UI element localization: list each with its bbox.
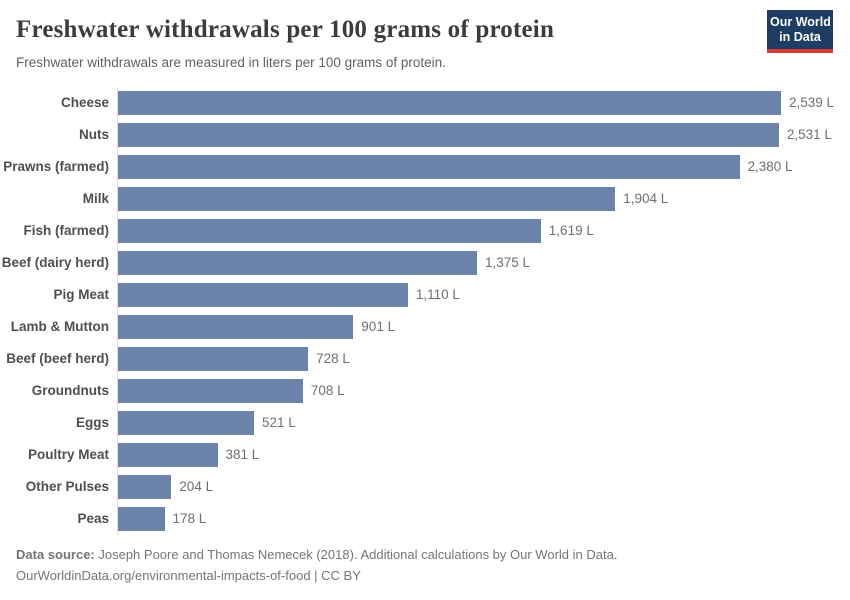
- bar[interactable]: [118, 506, 165, 531]
- bar-value-label: 381 L: [225, 447, 260, 462]
- data-source-label: Data source:: [16, 547, 95, 562]
- bar-value-label: 708 L: [310, 383, 345, 398]
- chart-subtitle: Freshwater withdrawals are measured in l…: [16, 54, 446, 70]
- bar-value-label: 1,375 L: [485, 255, 531, 270]
- owid-link[interactable]: OurWorldinData.org/environmental-impacts…: [16, 568, 361, 583]
- bar[interactable]: [118, 154, 740, 179]
- bar-category-label: Beef (beef herd): [6, 351, 109, 366]
- bar-row: Pig Meat 1,110 L: [0, 278, 850, 311]
- bar-category-label: Cheese: [60, 95, 109, 110]
- bar-track: 901 L: [117, 310, 850, 343]
- bar-row: Other Pulses 204 L: [0, 470, 850, 503]
- bar-track: 708 L: [117, 374, 850, 407]
- bar[interactable]: [118, 314, 354, 339]
- bar-value-label: 1,619 L: [548, 223, 594, 238]
- bar[interactable]: [118, 378, 303, 403]
- bar-row: Fish (farmed) 1,619 L: [0, 214, 850, 247]
- bar-category-label: Groundnuts: [31, 383, 109, 398]
- bar-track: 381 L: [117, 438, 850, 471]
- bar-category-label: Fish (farmed): [23, 223, 109, 238]
- bar-value-label: 1,110 L: [415, 287, 460, 302]
- bar[interactable]: [118, 474, 172, 499]
- bar-track: 2,539 L: [117, 86, 850, 119]
- bar-row: Poultry Meat 381 L: [0, 438, 850, 471]
- bar-track: 728 L: [117, 342, 850, 375]
- bar-track: 204 L: [117, 470, 850, 503]
- bar-track: 521 L: [117, 406, 850, 439]
- bar-value-label: 204 L: [179, 479, 214, 494]
- bar-row: Prawns (farmed) 2,380 L: [0, 150, 850, 183]
- bar-row: Groundnuts 708 L: [0, 374, 850, 407]
- bar-row: Peas 178 L: [0, 502, 850, 535]
- bar-chart: Cheese 2,539 L Nuts 2,531 L Prawns (farm…: [0, 86, 850, 535]
- bar-category-label: Eggs: [75, 415, 109, 430]
- bar-value-label: 2,380 L: [747, 159, 793, 174]
- bar-row: Milk 1,904 L: [0, 182, 850, 215]
- bar-value-label: 728 L: [316, 351, 350, 366]
- owid-logo[interactable]: Our World in Data: [767, 10, 833, 53]
- bar-value-label: 1,904 L: [623, 191, 669, 206]
- bar-category-label: Nuts: [79, 127, 109, 142]
- bar[interactable]: [118, 282, 408, 307]
- bar[interactable]: [118, 90, 781, 115]
- bar-track: 178 L: [117, 502, 850, 535]
- bar-track: 1,110 L: [117, 278, 850, 311]
- bar-category-label: Lamb & Mutton: [10, 319, 109, 334]
- bar-category-label: Prawns (farmed): [3, 159, 109, 174]
- bar[interactable]: [118, 122, 779, 147]
- bar-category-label: Poultry Meat: [27, 447, 109, 462]
- bar-track: 1,375 L: [117, 246, 850, 279]
- bar-row: Beef (dairy herd) 1,375 L: [0, 246, 850, 279]
- bar[interactable]: [118, 410, 254, 435]
- bar-category-label: Peas: [77, 511, 109, 526]
- bar[interactable]: [118, 186, 616, 211]
- owid-logo-line1: Our World: [770, 15, 831, 29]
- bar-value-label: 2,531 L: [786, 127, 832, 142]
- bar-category-label: Other Pulses: [25, 479, 109, 494]
- chart-header: Freshwater withdrawals per 100 grams of …: [0, 0, 850, 70]
- bar-track: 2,380 L: [117, 150, 850, 183]
- bar[interactable]: [118, 442, 218, 467]
- data-source-text: Joseph Poore and Thomas Nemecek (2018). …: [94, 547, 618, 562]
- bar-track: 2,531 L: [117, 118, 850, 151]
- bar-row: Eggs 521 L: [0, 406, 850, 439]
- bar-track: 1,619 L: [117, 214, 850, 247]
- bar-row: Lamb & Mutton 901 L: [0, 310, 850, 343]
- page-title: Freshwater withdrawals per 100 grams of …: [16, 16, 555, 43]
- bar-value-label: 178 L: [172, 511, 207, 526]
- bar-value-label: 521 L: [262, 415, 296, 430]
- chart-footer: Data source: Joseph Poore and Thomas Nem…: [16, 544, 834, 586]
- bar-category-label: Beef (dairy herd): [1, 255, 109, 270]
- bar-value-label: 901 L: [361, 319, 396, 334]
- bar[interactable]: [118, 218, 541, 243]
- bar[interactable]: [118, 250, 477, 275]
- data-source-line: Data source: Joseph Poore and Thomas Nem…: [16, 544, 834, 565]
- bar-value-label: 2,539 L: [789, 95, 835, 110]
- bar[interactable]: [118, 346, 309, 371]
- bar-row: Beef (beef herd) 728 L: [0, 342, 850, 375]
- owid-logo-line2: in Data: [779, 30, 821, 44]
- bar-row: Cheese 2,539 L: [0, 86, 850, 119]
- bar-track: 1,904 L: [117, 182, 850, 215]
- bar-row: Nuts 2,531 L: [0, 118, 850, 151]
- bar-category-label: Milk: [82, 191, 109, 206]
- bar-category-label: Pig Meat: [53, 287, 109, 302]
